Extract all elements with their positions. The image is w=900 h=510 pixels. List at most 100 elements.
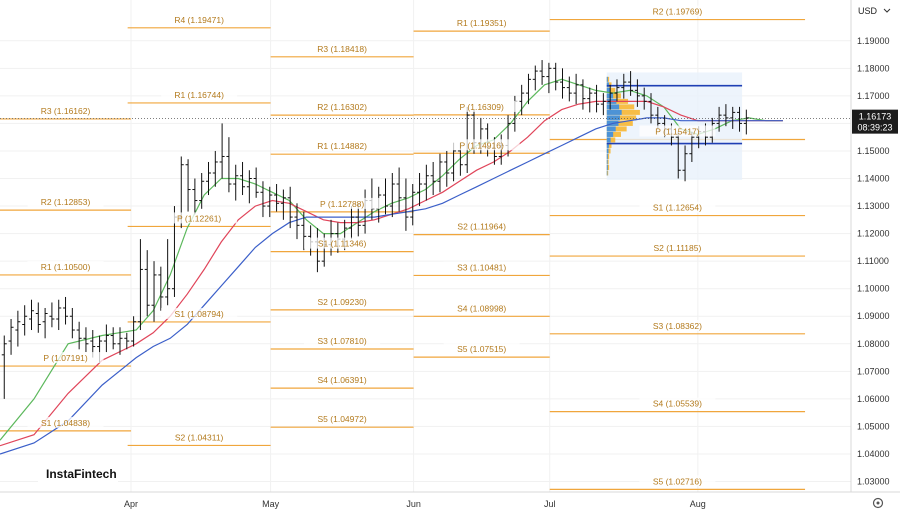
pivot-label-background [304, 335, 381, 347]
volume-profile-bar-overlay [606, 87, 611, 93]
y-tick-label: 1.07000 [857, 366, 890, 376]
pivot-label: S4 (1.06391) [318, 375, 367, 385]
volume-profile-bar-overlay [606, 159, 608, 165]
ohlc-bar [566, 76, 572, 102]
ohlc-bar [525, 73, 531, 105]
pivot-label: R1 (1.10500) [41, 262, 91, 272]
y-tick-label: 1.08000 [857, 339, 890, 349]
x-tick-label: Jun [406, 499, 421, 509]
candles [1, 60, 749, 399]
pivot-label-background [304, 140, 381, 152]
pivot-label: P (1.07191) [43, 353, 87, 363]
ohlc-bar [587, 87, 593, 113]
ohlc-bar [539, 60, 545, 85]
gear-icon[interactable] [872, 497, 884, 509]
volume-profile-bar [606, 153, 610, 159]
pivot-label-background [161, 212, 238, 224]
pivot-label: S5 (1.04972) [318, 414, 367, 424]
volume-profile-bar-overlay [606, 82, 609, 88]
pivot-label-background [639, 125, 716, 137]
volume-profile-bar-overlay [606, 104, 620, 110]
ohlc-bar [532, 65, 538, 91]
ohlc-bar [396, 167, 402, 212]
ohlc-bar [42, 307, 48, 339]
pivot-label-background [639, 319, 716, 331]
pivot-label-background [443, 139, 520, 151]
ohlc-bar [287, 186, 293, 229]
volume-profile-bar [606, 109, 640, 115]
ohlc-bar [641, 87, 647, 110]
y-tick-label: 1.03000 [857, 477, 890, 487]
pivot-label-background [161, 431, 238, 443]
price-axis-background [851, 0, 900, 510]
ohlc-bar [151, 261, 157, 322]
volume-profile-bar [606, 120, 633, 126]
pivot-label-background [304, 237, 381, 249]
volume-profile-bar [606, 115, 637, 121]
ohlc-bar [212, 150, 218, 187]
ohlc-bar [22, 305, 28, 336]
ohlc-bar [655, 106, 661, 129]
pivot-label: P (1.16309) [460, 102, 504, 112]
y-tick-label: 1.17000 [857, 91, 890, 101]
pivot-label: R1 (1.19351) [457, 18, 507, 28]
ohlc-bar [246, 170, 252, 204]
ohlc-bar [675, 131, 681, 179]
ohlc-bar [28, 299, 34, 331]
ohlc-bar [110, 327, 116, 350]
ohlc-bar [628, 71, 634, 96]
ohlc-bar [158, 266, 164, 311]
ohlc-bar [63, 296, 69, 325]
pivot-label: R2 (1.16302) [317, 102, 367, 112]
ohlc-bar [580, 79, 586, 110]
pivot-label: S4 (1.08998) [457, 303, 506, 313]
pivot-label-background [304, 101, 381, 113]
pivot-label: S4 (1.05539) [653, 399, 702, 409]
y-tick-label: 1.04000 [857, 449, 890, 459]
ohlc-bar [15, 310, 21, 347]
y-tick-label: 1.05000 [857, 421, 890, 431]
ohlc-bar [165, 239, 171, 306]
ohlc-bar [294, 203, 300, 240]
currency-label[interactable]: USD [858, 6, 878, 16]
pivot-label-background [27, 196, 104, 208]
pivot-label: S2 (1.11185) [653, 243, 701, 253]
current-price-timer: 08:39:23 [857, 123, 892, 133]
pivot-label: S1 (1.04838) [41, 418, 90, 428]
logo: InstaFintech [46, 467, 117, 481]
ma-mid-line [0, 100, 783, 447]
ohlc-bar [614, 79, 620, 102]
pivot-label: S2 (1.09230) [318, 297, 367, 307]
ohlc-bar [437, 153, 443, 193]
volume-profile-bar [606, 82, 612, 88]
ohlc-bar [185, 159, 191, 212]
ohlc-bar [56, 299, 62, 331]
pivot-label: P (1.14916) [460, 140, 504, 150]
pivot-label: R3 (1.16162) [41, 106, 91, 116]
ohlc-bar [117, 327, 123, 355]
volume-profile-bar [606, 164, 610, 170]
volume-profile-bar [606, 142, 612, 148]
y-tick-label: 1.14000 [857, 174, 890, 184]
pivot-label-background [443, 343, 520, 355]
ohlc-bar [260, 181, 266, 218]
volume-profile-bar [606, 137, 616, 143]
ohlc-bar [233, 164, 239, 201]
ohlc-bar [716, 106, 722, 132]
volume-profile-bar-overlay [606, 170, 608, 176]
y-tick-label: 1.18000 [857, 63, 890, 73]
chevron-down-icon[interactable] [883, 8, 891, 13]
ohlc-bar [131, 316, 137, 347]
pivot-label: S5 (1.02716) [653, 476, 702, 486]
ohlc-bar [137, 239, 143, 331]
ohlc-bar [723, 104, 729, 127]
volume-profile-bar-overlay [606, 115, 620, 121]
y-tick-label: 1.11000 [857, 256, 889, 266]
ohlc-bar [403, 178, 409, 231]
ohlc-bar [199, 172, 205, 209]
volume-profile-bar-overlay [606, 164, 608, 170]
ohlc-bar [205, 161, 211, 196]
volume-profile-bar [606, 126, 627, 132]
y-tick-label: 1.13000 [857, 201, 890, 211]
